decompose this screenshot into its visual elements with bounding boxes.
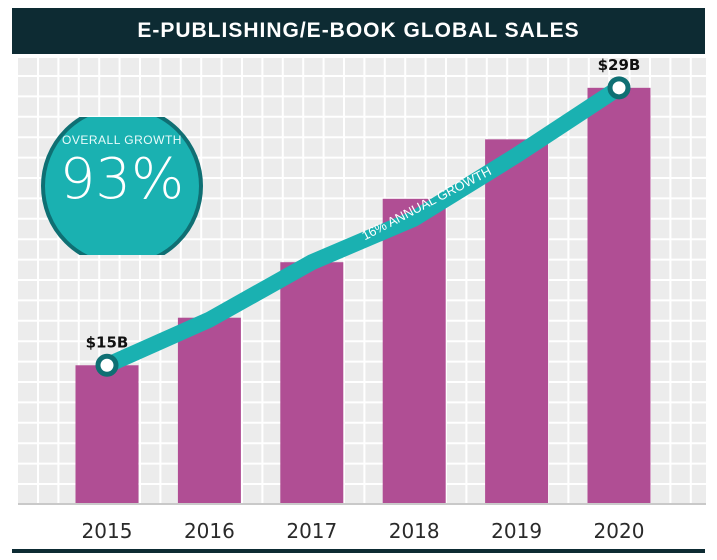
x-tick-label: 2017 [286, 519, 337, 543]
bar-2019 [485, 139, 549, 504]
overall-growth-badge [40, 117, 204, 255]
overall-growth-value: 93% [59, 147, 185, 212]
x-tick-label: 2015 [82, 519, 133, 543]
data-labels: $15B $29B [86, 56, 641, 351]
bars [75, 87, 651, 505]
x-tick-labels: 2015 2016 2017 2018 2019 2020 [82, 519, 645, 543]
growth-point-marker [95, 353, 119, 377]
x-tick-label: 2016 [184, 519, 235, 543]
x-tick-label: 2019 [491, 519, 542, 543]
growth-point-marker [607, 76, 631, 100]
x-tick-label: 2018 [389, 519, 440, 543]
overall-growth-caption: OVERALL GROWTH [62, 133, 182, 147]
bar-2016 [177, 317, 241, 504]
bottom-rule [12, 549, 705, 553]
data-label: $15B [86, 333, 129, 351]
growth-line-path [99, 79, 627, 374]
bar-2017 [280, 262, 344, 504]
badge-circle [41, 117, 203, 255]
bar-2018 [382, 198, 446, 505]
chart-title: E-PUBLISHING/E-BOOK GLOBAL SALES [12, 8, 705, 54]
x-tick-label: 2020 [594, 519, 645, 543]
bar-2020 [587, 87, 651, 505]
bar-2015 [75, 365, 139, 504]
data-label: $29B [598, 56, 641, 74]
